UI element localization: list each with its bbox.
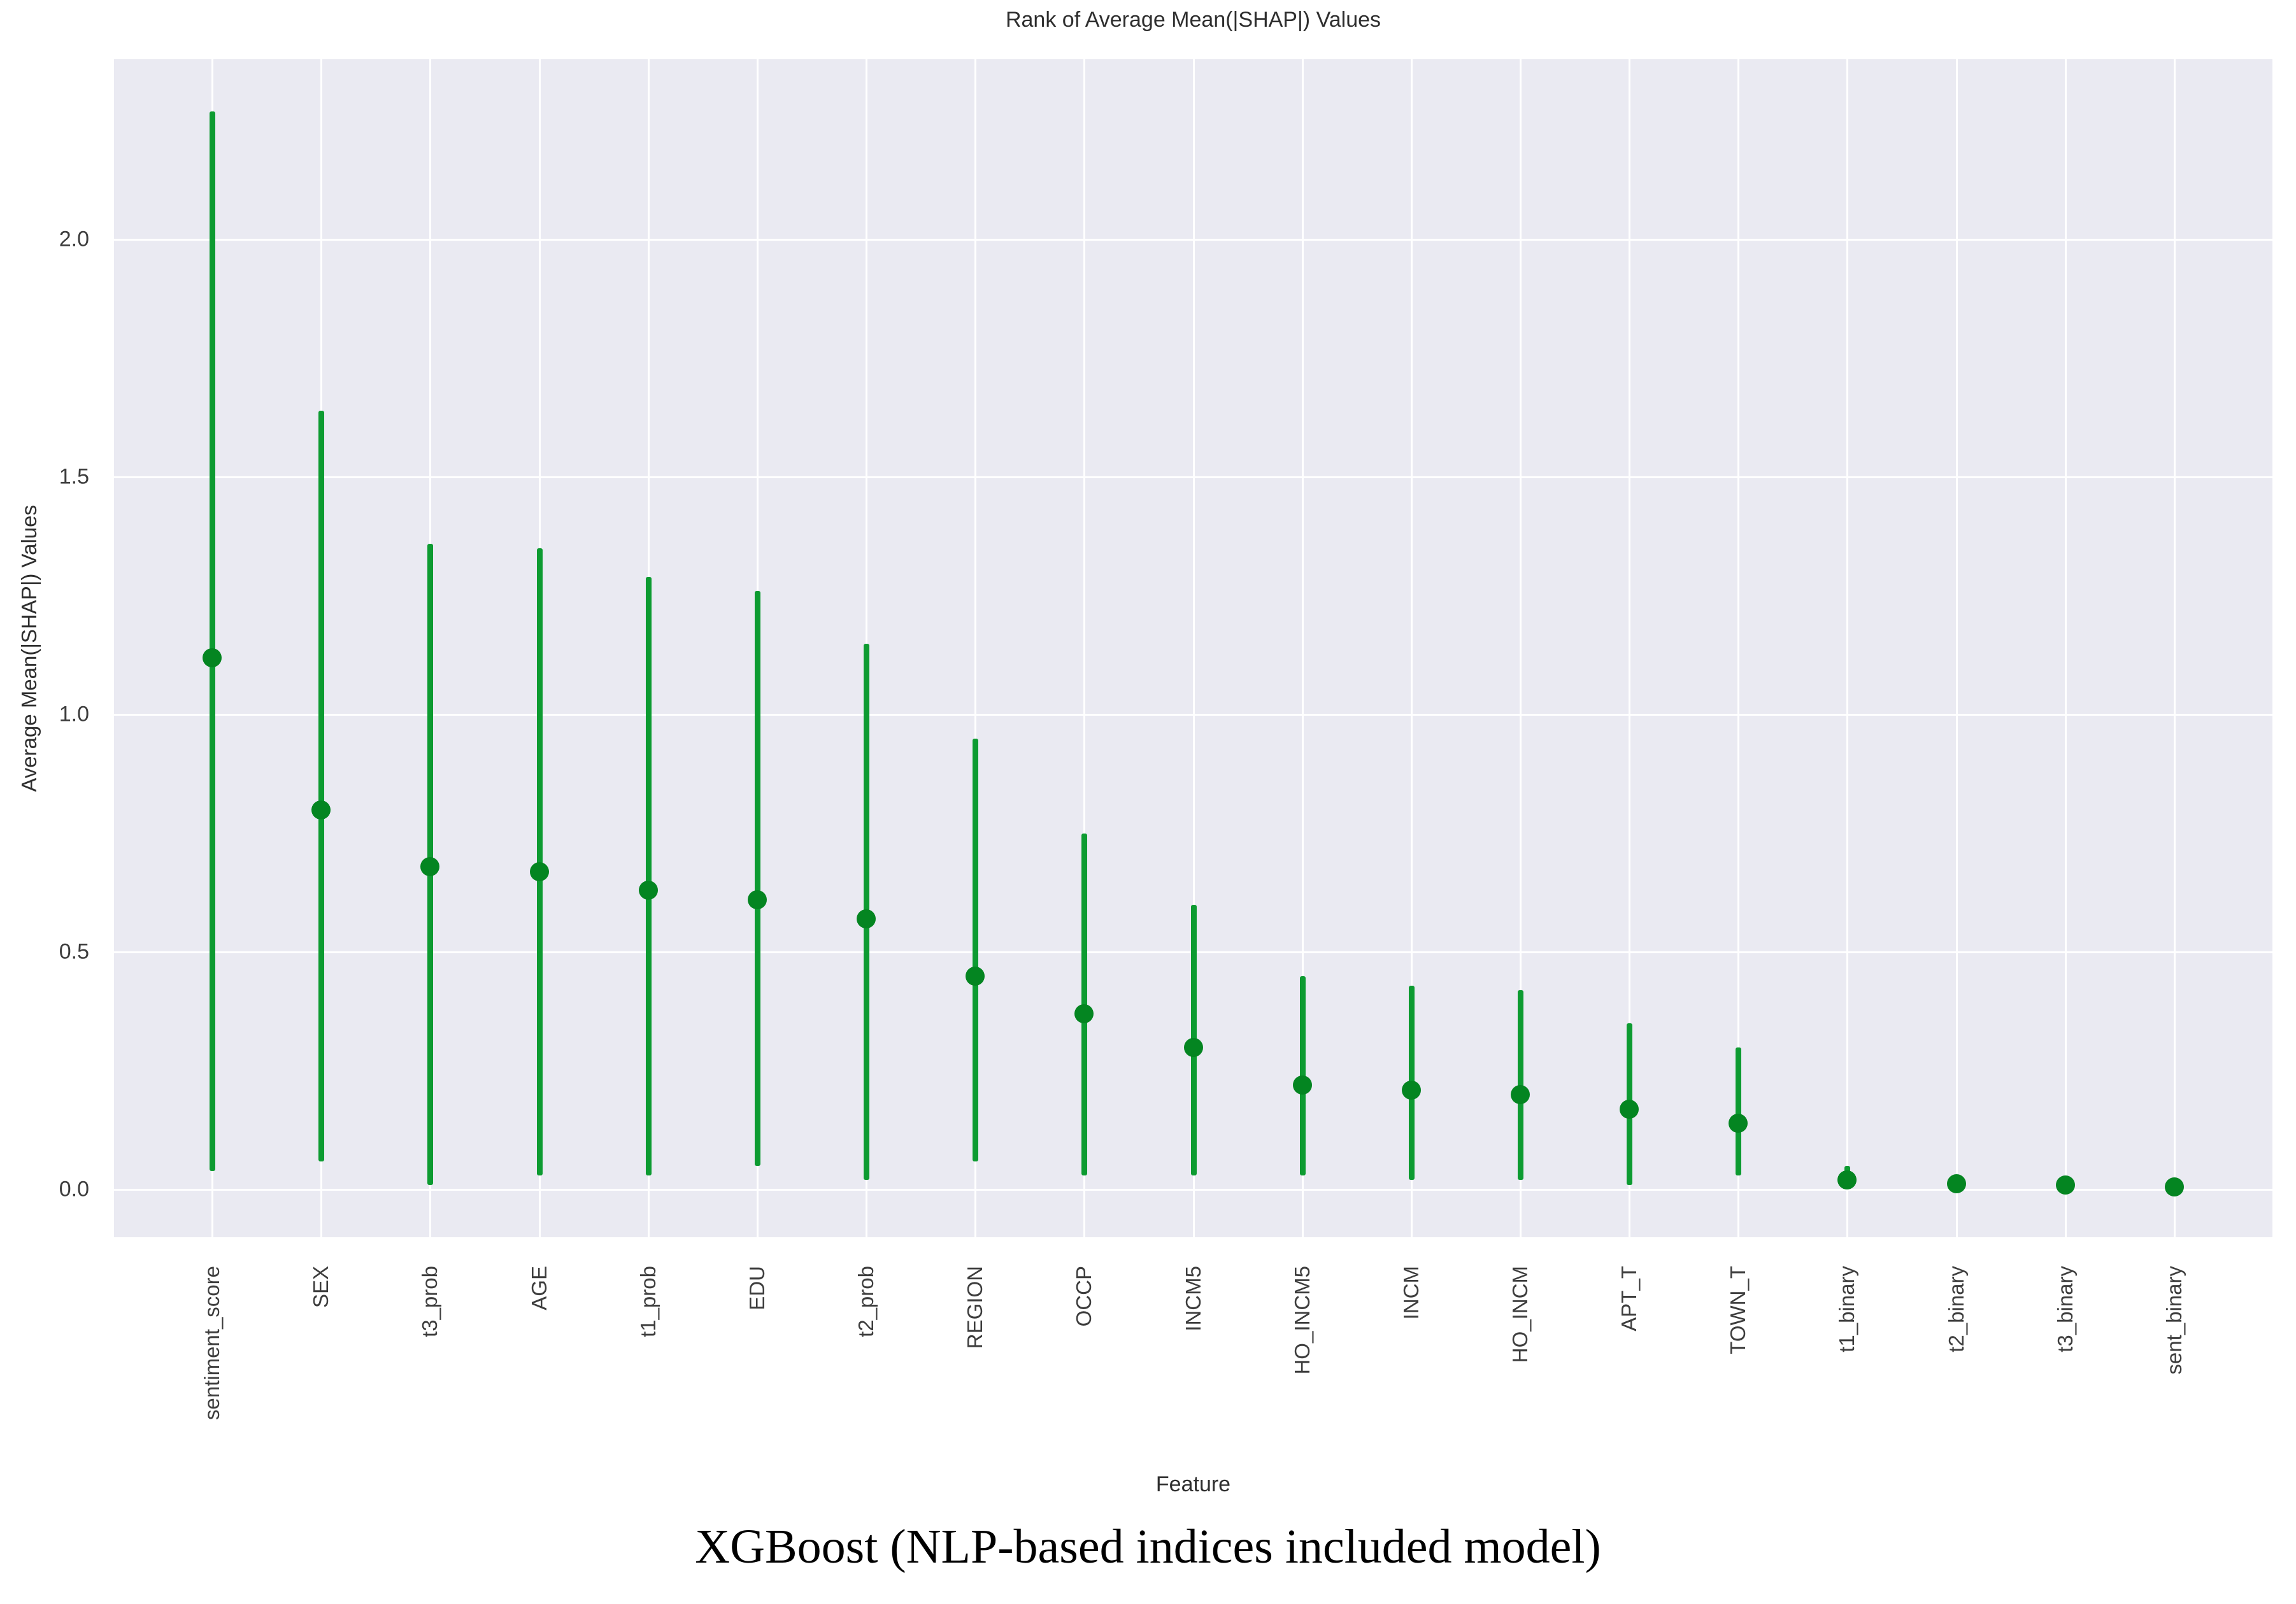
x-tick-label: t1_prob bbox=[636, 1266, 660, 1337]
y-tick-label: 1.0 bbox=[59, 702, 89, 727]
x-gridline bbox=[2173, 59, 2176, 1237]
y-tick-label: 0.5 bbox=[59, 939, 89, 964]
x-tick-label: EDU bbox=[745, 1266, 769, 1310]
y-tick-label: 1.5 bbox=[59, 464, 89, 489]
x-gridline bbox=[1737, 59, 1740, 1237]
point-marker bbox=[1510, 1085, 1530, 1105]
point-marker bbox=[1401, 1080, 1421, 1100]
point-marker bbox=[2055, 1175, 2075, 1195]
chart-title: Rank of Average Mean(|SHAP|) Values bbox=[1005, 8, 1381, 32]
figure-caption: XGBoost (NLP-based indices included mode… bbox=[695, 1520, 1601, 1573]
plot-area bbox=[114, 59, 2272, 1237]
x-gridline bbox=[2064, 59, 2067, 1237]
point-marker bbox=[966, 966, 985, 986]
x-tick-label: HO_INCM5 bbox=[1290, 1266, 1314, 1375]
point-marker bbox=[1183, 1037, 1203, 1057]
x-gridline bbox=[1519, 59, 1522, 1237]
error-bar bbox=[318, 411, 325, 1161]
error-bar bbox=[1736, 1047, 1742, 1176]
y-tick-label: 0.0 bbox=[59, 1177, 89, 1202]
x-tick-label: HO_INCM bbox=[1508, 1266, 1532, 1363]
error-bar bbox=[210, 111, 216, 1171]
x-axis-label: Feature bbox=[1155, 1472, 1231, 1496]
x-gridline bbox=[1846, 59, 1849, 1237]
point-marker bbox=[638, 881, 658, 900]
point-marker bbox=[311, 800, 331, 820]
y-axis-label-wrap: Average Mean(|SHAP|) Values bbox=[11, 59, 47, 1237]
y-axis-label: Average Mean(|SHAP|) Values bbox=[17, 504, 41, 792]
x-tick-label: OCCP bbox=[1072, 1266, 1096, 1327]
x-tick-label: t3_binary bbox=[2053, 1266, 2077, 1352]
point-marker bbox=[857, 909, 876, 929]
x-gridline bbox=[1083, 59, 1086, 1237]
x-tick-label: INCM5 bbox=[1181, 1266, 1205, 1331]
x-tick-label: sent_binary bbox=[2162, 1266, 2186, 1375]
x-gridline bbox=[1955, 59, 1958, 1237]
x-tick-label: AGE bbox=[527, 1266, 551, 1310]
point-marker bbox=[1292, 1075, 1312, 1095]
x-gridline bbox=[1629, 59, 1631, 1237]
x-gridline bbox=[1192, 59, 1195, 1237]
x-tick-label: APT_T bbox=[1617, 1266, 1641, 1331]
y-tick-label: 2.0 bbox=[59, 227, 89, 252]
point-marker bbox=[747, 890, 767, 910]
error-bar bbox=[754, 591, 760, 1167]
point-marker bbox=[529, 862, 549, 881]
x-gridline bbox=[1410, 59, 1413, 1237]
x-tick-label: t1_binary bbox=[1835, 1266, 1859, 1352]
point-marker bbox=[1729, 1113, 1748, 1133]
x-gridline bbox=[974, 59, 977, 1237]
x-tick-label: t3_prob bbox=[418, 1266, 442, 1337]
point-marker bbox=[1837, 1170, 1857, 1190]
point-marker bbox=[203, 648, 222, 667]
x-tick-label: SEX bbox=[309, 1266, 333, 1309]
error-bar bbox=[973, 738, 979, 1161]
x-tick-label: sentiment_score bbox=[200, 1266, 224, 1421]
x-tick-label: t2_prob bbox=[854, 1266, 878, 1337]
x-tick-label: REGION bbox=[963, 1266, 987, 1349]
point-marker bbox=[2164, 1177, 2184, 1196]
point-marker bbox=[1620, 1099, 1639, 1119]
x-tick-label: TOWN_T bbox=[1726, 1266, 1750, 1354]
x-tick-label: INCM bbox=[1399, 1266, 1423, 1320]
point-marker bbox=[420, 857, 440, 877]
x-gridline bbox=[1301, 59, 1304, 1237]
point-marker bbox=[1946, 1174, 1966, 1193]
error-bar bbox=[645, 577, 652, 1175]
point-marker bbox=[1074, 1004, 1094, 1024]
x-tick-label: t2_binary bbox=[1944, 1266, 1968, 1352]
